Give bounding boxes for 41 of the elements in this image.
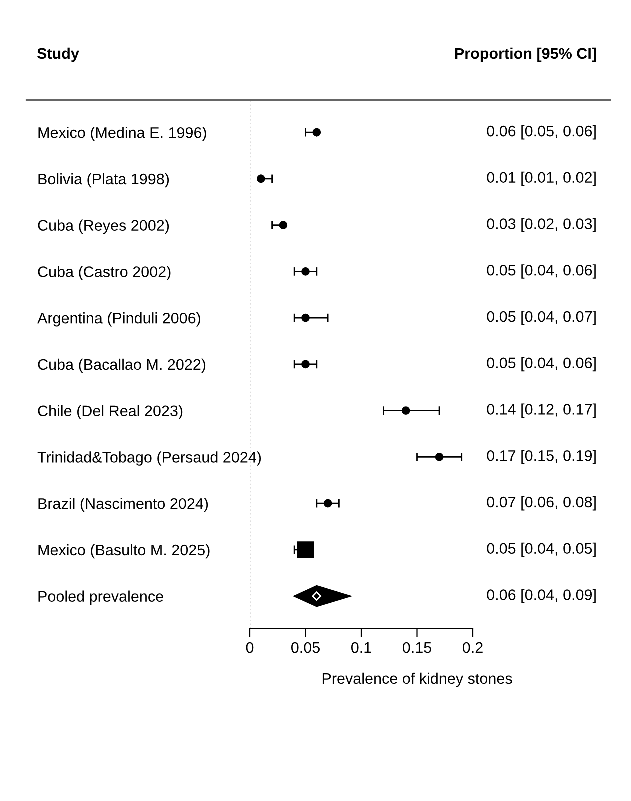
y-tick-label: Bolivia (Plata 1998) — [38, 173, 170, 188]
y-tick-label: Pooled prevalence — [38, 590, 164, 606]
text: 0.07 [0.06, 0.08] — [487, 496, 596, 511]
text: 0.03 [0.02, 0.03] — [487, 218, 596, 232]
x-tick-label: 0.1 — [351, 642, 372, 654]
y-tick-label: Mexico (Medina E. 1996) — [38, 127, 206, 142]
text: 0.06 [0.05, 0.06] — [487, 125, 596, 140]
point — [302, 314, 310, 322]
text: 0.05 [0.04, 0.07] — [487, 310, 596, 326]
x-axis-title: Prevalence of kidney stones — [322, 672, 512, 688]
point — [256, 174, 266, 184]
text: 0.17 [0.15, 0.19] — [487, 450, 596, 464]
point — [297, 542, 314, 558]
point — [302, 360, 310, 369]
x-tick-label: 0.05 — [291, 642, 320, 654]
text: 0.01 [0.01, 0.02] — [487, 172, 596, 186]
text: 0.05 [0.04, 0.06] — [487, 357, 596, 372]
point — [312, 592, 322, 601]
y-tick-label: Mexico (Basulto M. 2025) — [38, 544, 210, 559]
y-tick-label: Trinidad&Tobago (Persaud 2024) — [38, 452, 262, 466]
x-tick-label: 0.2 — [462, 642, 483, 654]
point — [435, 453, 444, 462]
y-tick-label: Chile (Del Real 2023) — [38, 405, 183, 420]
point — [324, 499, 332, 508]
x-tick-label: 0.15 — [402, 642, 432, 654]
y-tick-label: Cuba (Bacallao M. 2022) — [38, 358, 206, 374]
y-tick-label: Argentina (Pinduli 2006) — [38, 312, 200, 327]
point — [279, 221, 288, 230]
text: 0.14 [0.12, 0.17] — [487, 404, 596, 418]
text: 0.05 [0.04, 0.05] — [487, 542, 596, 558]
text: 0.06 [0.04, 0.09] — [487, 589, 596, 604]
point — [302, 268, 310, 276]
y-tick-label: Cuba (Reyes 2002) — [38, 220, 170, 234]
point — [402, 406, 410, 415]
text: Study — [37, 48, 80, 62]
point — [312, 128, 322, 137]
text: 0.05 [0.04, 0.06] — [487, 264, 596, 279]
y-tick-label: Cuba (Castro 2002) — [38, 266, 171, 280]
y-tick-label: Brazil (Nascimento 2024) — [38, 498, 208, 512]
x-tick-label: 0 — [246, 642, 254, 654]
text: Proportion [95% CI] — [455, 48, 596, 62]
